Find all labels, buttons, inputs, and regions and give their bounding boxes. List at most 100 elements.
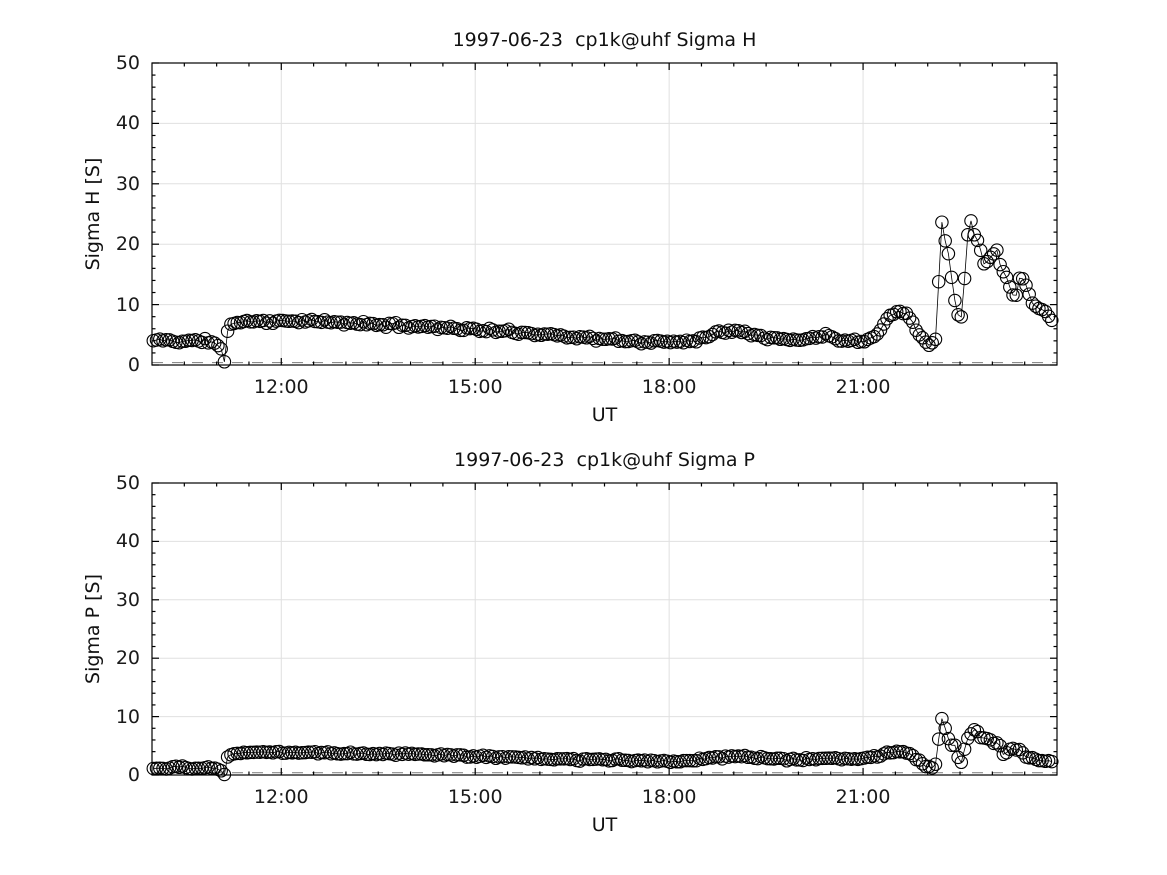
data-marker bbox=[463, 321, 477, 336]
data-marker bbox=[815, 330, 830, 344]
data-marker bbox=[453, 323, 468, 338]
data-marker bbox=[902, 311, 917, 325]
data-marker bbox=[608, 331, 623, 345]
data-marker bbox=[582, 752, 597, 767]
data-marker bbox=[586, 331, 600, 346]
data-marker bbox=[870, 327, 885, 341]
data-marker bbox=[295, 312, 309, 327]
data-marker bbox=[434, 747, 448, 761]
data-marker bbox=[511, 327, 526, 341]
data-marker bbox=[925, 336, 939, 350]
data-marker bbox=[822, 751, 836, 765]
data-marker bbox=[886, 307, 901, 322]
axis-ticks bbox=[152, 62, 1057, 366]
data-marker bbox=[388, 748, 403, 762]
data-marker bbox=[421, 748, 435, 762]
data-marker bbox=[427, 319, 442, 333]
data-marker bbox=[330, 747, 345, 761]
data-marker bbox=[683, 753, 697, 768]
data-marker bbox=[1006, 288, 1020, 302]
data-marker bbox=[715, 752, 729, 766]
data-marker bbox=[153, 332, 167, 346]
data-marker bbox=[317, 313, 332, 327]
data-marker bbox=[1019, 278, 1033, 292]
y-tick-label-sigma-h-40: 40 bbox=[115, 112, 140, 135]
data-marker bbox=[557, 329, 571, 343]
data-marker bbox=[456, 748, 471, 763]
plot-box bbox=[151, 62, 1058, 366]
data-marker bbox=[941, 246, 956, 261]
data-marker bbox=[1009, 288, 1024, 302]
data-marker bbox=[676, 335, 691, 350]
data-marker bbox=[964, 214, 978, 228]
data-marker bbox=[705, 327, 720, 342]
data-marker bbox=[883, 746, 897, 760]
data-marker bbox=[476, 748, 490, 763]
data-marker bbox=[644, 336, 658, 350]
data-marker bbox=[259, 316, 274, 331]
data-marker bbox=[330, 315, 345, 329]
data-marker bbox=[275, 746, 290, 760]
data-marker bbox=[492, 750, 506, 764]
data-marker bbox=[1045, 754, 1059, 769]
data-marker bbox=[443, 319, 458, 334]
data-marker bbox=[631, 335, 645, 349]
data-marker bbox=[272, 744, 287, 759]
data-marker bbox=[686, 754, 700, 768]
data-marker bbox=[492, 324, 506, 339]
data-marker bbox=[928, 757, 943, 771]
y-tick-label-sigma-p-50: 50 bbox=[115, 472, 140, 494]
data-marker bbox=[1038, 304, 1053, 319]
y-tick-label-sigma-p-10: 10 bbox=[115, 705, 140, 728]
data-marker bbox=[944, 738, 959, 752]
data-marker bbox=[670, 755, 684, 769]
data-marker bbox=[944, 270, 959, 285]
data-marker bbox=[392, 320, 406, 335]
data-marker bbox=[628, 333, 642, 348]
x-tick-label-sigma-p-1800: 18:00 bbox=[641, 786, 697, 808]
data-marker bbox=[970, 233, 985, 248]
data-marker bbox=[595, 332, 610, 346]
data-marker bbox=[931, 732, 946, 746]
data-marker bbox=[602, 332, 616, 346]
x-tick-label-sigma-p-1200: 12:00 bbox=[253, 786, 309, 808]
data-marker bbox=[825, 330, 839, 344]
data-marker bbox=[935, 711, 949, 726]
data-marker bbox=[456, 323, 471, 338]
plot-group-sigma-p bbox=[146, 482, 1059, 782]
data-marker bbox=[266, 316, 280, 331]
data-marker bbox=[230, 315, 245, 330]
data-marker bbox=[948, 293, 962, 308]
data-marker bbox=[376, 318, 390, 332]
data-marker bbox=[915, 757, 930, 771]
data-marker bbox=[718, 326, 733, 340]
data-marker bbox=[372, 317, 387, 332]
data-marker bbox=[721, 323, 736, 338]
data-marker bbox=[217, 355, 232, 369]
data-marker bbox=[175, 334, 190, 348]
data-marker bbox=[1003, 280, 1017, 294]
data-marker bbox=[919, 335, 933, 349]
data-marker bbox=[893, 304, 907, 319]
y-tick-label-sigma-h-50: 50 bbox=[115, 52, 140, 74]
data-marker bbox=[689, 753, 704, 768]
data-marker bbox=[563, 330, 577, 345]
x-tick-label-sigma-h-2100: 21:00 bbox=[835, 376, 891, 398]
data-marker bbox=[954, 310, 969, 324]
data-marker bbox=[906, 315, 920, 329]
data-marker bbox=[469, 322, 484, 337]
data-marker bbox=[382, 316, 396, 331]
data-marker bbox=[211, 338, 225, 353]
data-marker bbox=[230, 746, 245, 761]
data-marker bbox=[440, 321, 455, 335]
y-tick-label-sigma-p-30: 30 bbox=[115, 588, 140, 611]
data-marker bbox=[531, 750, 545, 765]
data-marker bbox=[634, 336, 649, 351]
axis-ticks bbox=[152, 482, 1057, 776]
data-marker bbox=[864, 750, 878, 765]
data-marker bbox=[159, 333, 173, 347]
data-marker bbox=[935, 215, 949, 229]
x-axis-label-sigma-h: UT bbox=[591, 404, 618, 426]
